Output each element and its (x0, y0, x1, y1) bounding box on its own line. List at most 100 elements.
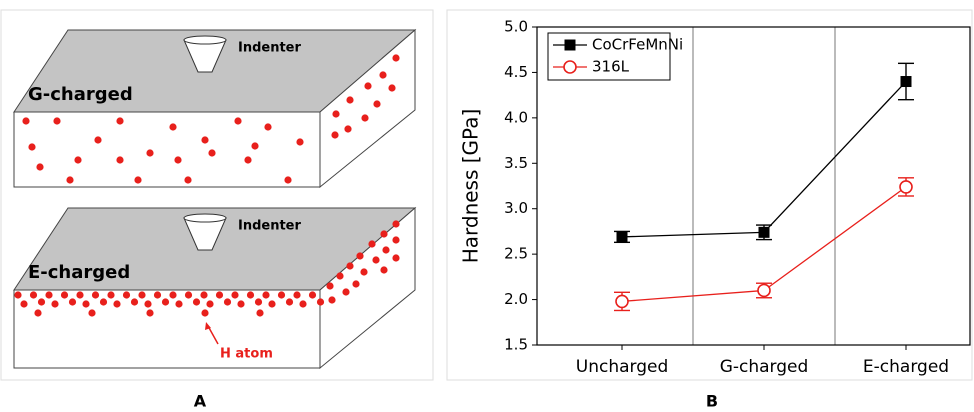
h-atom (206, 300, 214, 308)
h-atom (88, 309, 96, 317)
h-atom (122, 291, 131, 299)
h-atom (29, 291, 38, 299)
h-atom (262, 291, 270, 299)
h-atom (246, 291, 255, 299)
h-atom (146, 309, 154, 317)
panel-label: B (706, 392, 718, 411)
h-atom (285, 298, 294, 306)
indenter-label: Indenter (238, 41, 302, 56)
h-atom (254, 298, 263, 306)
y-tick-label: 3.0 (504, 199, 528, 217)
data-point (900, 76, 912, 88)
block-label: E-charged (28, 262, 130, 283)
data-point (757, 283, 771, 298)
block-front (13, 111, 321, 188)
h-atom (76, 291, 84, 299)
panel-a-frame (0, 9, 434, 381)
h-atom (234, 117, 242, 125)
y-tick-label: 1.5 (504, 336, 528, 354)
h-atom (368, 240, 376, 248)
h-atom (201, 309, 209, 317)
h-atom (231, 291, 239, 299)
legend-label: 316L (592, 58, 630, 76)
h-atom (208, 149, 216, 157)
y-tick-label: 3.5 (504, 154, 528, 172)
h-atom (68, 298, 77, 306)
h-atom (360, 268, 368, 276)
h-atom (22, 117, 30, 125)
h-atom (237, 300, 245, 308)
h-atom (153, 291, 162, 299)
h-atom (138, 291, 146, 299)
h-atom (161, 298, 170, 306)
h-atom (379, 71, 387, 79)
h-atom (82, 300, 90, 308)
h-atom (331, 131, 339, 139)
h-atom (361, 114, 369, 122)
legend-marker (564, 39, 576, 51)
legend-marker (563, 60, 577, 74)
h-atom (130, 298, 139, 306)
h-atom (326, 282, 334, 290)
block-label: G-charged (28, 84, 133, 105)
h-atom (264, 123, 272, 131)
h-atom (268, 300, 276, 308)
h-atom (60, 291, 69, 299)
diagram: Indenter G-charged Indenter E-charged H … (13, 28, 718, 411)
h-atom (175, 300, 183, 308)
pointer-arrow (207, 325, 219, 345)
h-atom (215, 291, 224, 299)
h-atom (299, 300, 307, 308)
h-atom-label: H atom (220, 347, 273, 362)
h-atom (380, 266, 388, 274)
h-atom (169, 123, 177, 131)
h-atom (346, 262, 354, 270)
y-tick-label: 2.0 (504, 290, 528, 308)
h-atom (277, 291, 286, 299)
h-atom (296, 138, 304, 146)
h-atom (332, 110, 340, 118)
h-atom (116, 117, 124, 125)
h-atom (14, 291, 22, 299)
h-atom (364, 82, 372, 90)
h-atom (200, 291, 208, 299)
h-atom (284, 176, 292, 184)
y-tick-label: 4.0 (504, 108, 528, 126)
h-atom (94, 136, 102, 144)
h-atom (223, 298, 232, 306)
pointer-head (205, 322, 211, 330)
h-atom (382, 246, 390, 254)
h-atom (256, 309, 264, 317)
data-point (899, 180, 913, 194)
h-atom (192, 298, 201, 306)
h-atom (392, 220, 400, 228)
y-tick-label: 5.0 (504, 18, 528, 36)
h-atom (184, 291, 193, 299)
h-atom (316, 298, 325, 306)
h-atom (356, 252, 364, 260)
h-atom (20, 300, 28, 308)
h-atom (116, 156, 124, 164)
h-atom (146, 149, 154, 157)
h-atom (308, 291, 317, 299)
h-atom (51, 300, 59, 308)
h-atom (91, 291, 100, 299)
x-tick-label: E-charged (863, 357, 949, 377)
y-tick-label: 4.5 (504, 63, 528, 81)
y-axis-title: Hardness [GPa] (459, 109, 483, 264)
h-atom (169, 291, 177, 299)
legend-label: CoCrFeMnNi (592, 36, 683, 54)
h-atom (373, 100, 381, 108)
block-side (319, 28, 416, 189)
h-atom (134, 176, 142, 184)
h-atom (37, 298, 46, 306)
indenter-rim (183, 35, 227, 45)
h-atom (328, 296, 336, 304)
y-tick-label: 2.5 (504, 245, 528, 263)
series-line (621, 81, 907, 238)
h-atom (392, 54, 400, 62)
h-atom (344, 125, 352, 133)
h-atom (392, 254, 400, 262)
h-atom (380, 230, 388, 238)
